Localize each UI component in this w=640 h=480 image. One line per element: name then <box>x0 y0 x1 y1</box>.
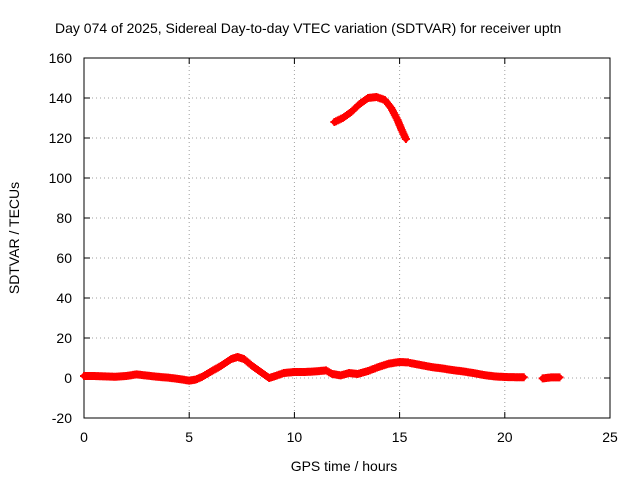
y-tick-label: 0 <box>64 370 72 386</box>
x-tick-label: 10 <box>287 429 303 445</box>
y-tick-label: 80 <box>56 210 72 226</box>
x-axis-label: GPS time / hours <box>291 458 398 474</box>
y-axis-label: SDTVAR / TECUs <box>6 182 22 294</box>
x-tick-label: 20 <box>497 429 513 445</box>
data-series <box>80 93 564 385</box>
y-tick-label: 40 <box>56 290 72 306</box>
x-tick-label: 15 <box>392 429 408 445</box>
chart-title: Day 074 of 2025, Sidereal Day-to-day VTE… <box>55 20 561 36</box>
y-tick-label: 140 <box>49 90 73 106</box>
x-tick-label: 25 <box>602 429 618 445</box>
y-tick-label: 100 <box>49 170 73 186</box>
y-tick-label: 160 <box>49 50 73 66</box>
data-point <box>519 373 528 382</box>
y-tick-label: -20 <box>52 410 72 426</box>
data-point <box>401 135 410 143</box>
y-tick-label: 20 <box>56 330 72 346</box>
x-tick-label: 0 <box>80 429 88 445</box>
x-tick-label: 5 <box>185 429 193 445</box>
plot-area-border <box>83 57 611 419</box>
axis-ticks: 0 5 10 15 20 25 -20 0 20 40 60 80 100 120 140 160 <box>49 50 618 445</box>
y-tick-label: 60 <box>56 250 72 266</box>
y-tick-label: 120 <box>49 130 73 146</box>
data-point <box>555 373 564 382</box>
